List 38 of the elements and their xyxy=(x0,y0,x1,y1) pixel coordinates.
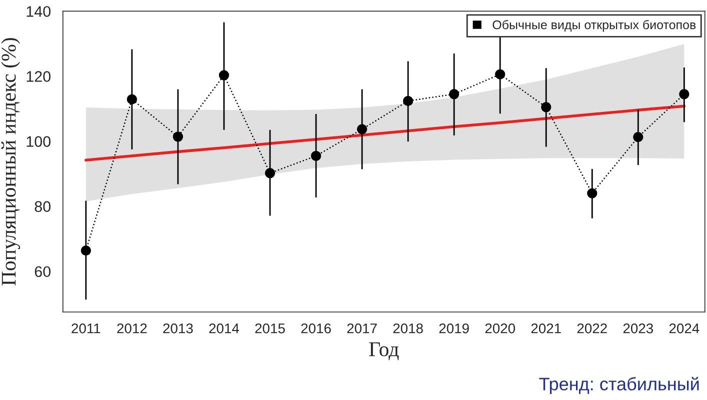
point xyxy=(356,124,368,134)
legend-label: Обычные виды открытых биотопов xyxy=(492,20,696,32)
point xyxy=(402,96,414,106)
point xyxy=(541,102,552,112)
point xyxy=(587,188,598,198)
y-tick-label: 100 xyxy=(26,136,51,147)
x-tick-label: 2019 xyxy=(439,323,469,334)
point xyxy=(172,132,184,142)
y-tick-label: 120 xyxy=(26,71,51,82)
x-tick-label: 2022 xyxy=(577,323,607,334)
x-tick-label: 2023 xyxy=(623,323,653,334)
x-axis-title: Год xyxy=(369,342,399,360)
point xyxy=(679,89,690,100)
x-tick-label: 2014 xyxy=(209,323,240,334)
y-tick-label: 140 xyxy=(26,6,51,17)
point xyxy=(80,245,92,256)
x-tick-label: 2018 xyxy=(393,323,423,334)
x-tick-label: 2020 xyxy=(485,323,516,334)
y-tick-label: 80 xyxy=(34,201,51,212)
x-tick-label: 2021 xyxy=(531,323,561,334)
x-tick-label: 2015 xyxy=(255,323,285,334)
point xyxy=(448,89,460,100)
point xyxy=(264,168,276,178)
y-axis-title: Популяционный индекс (%) xyxy=(1,38,20,286)
x-tick-label: 2013 xyxy=(163,323,193,334)
y-tick-label: 60 xyxy=(34,266,51,278)
x-tick-label: 2016 xyxy=(301,323,331,334)
point xyxy=(218,70,230,80)
point xyxy=(495,69,506,80)
point xyxy=(633,132,644,142)
x-tick-label: 2012 xyxy=(117,323,147,334)
text: Тренд: стабильный xyxy=(539,376,699,394)
line-series xyxy=(84,104,686,162)
x-tick-label: 2011 xyxy=(72,323,100,334)
point xyxy=(310,150,322,161)
x-tick-label: 2024 xyxy=(669,323,700,334)
x-tick-label: 2017 xyxy=(347,323,377,334)
point xyxy=(126,94,138,104)
